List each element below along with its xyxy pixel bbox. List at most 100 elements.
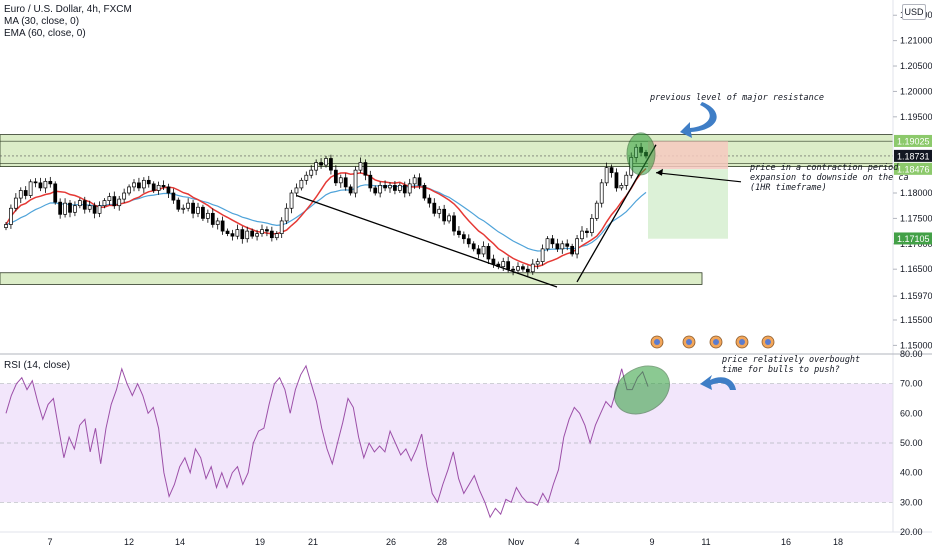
candle-up — [127, 186, 131, 194]
price-tick-label: 1.16500 — [900, 264, 932, 274]
ema-legend[interactable]: EMA (60, close, 0) — [4, 28, 86, 39]
rsi-title[interactable]: RSI (14, close) — [4, 360, 71, 371]
candle-down — [525, 268, 530, 273]
price-tick-label: 1.20500 — [900, 61, 932, 71]
rsi-tick-label: 60.00 — [900, 408, 923, 418]
ema-line — [5, 184, 647, 252]
candle-down — [550, 238, 555, 245]
time-tick-label: 9 — [649, 537, 654, 547]
take-profit-zone — [648, 169, 728, 239]
candle-up — [4, 224, 8, 228]
stop-loss-zone — [648, 141, 728, 170]
candle-down — [265, 229, 269, 232]
trend-drawings — [296, 102, 775, 415]
candle-up — [97, 205, 102, 214]
candle-down — [146, 179, 151, 185]
price-tag-box — [894, 162, 932, 175]
candle-up — [481, 245, 486, 255]
symbol-title[interactable]: Euro / U.S. Dollar, 4h, FXCM — [4, 4, 132, 15]
time-tick-label: 12 — [124, 537, 134, 547]
candle-up — [545, 238, 550, 250]
candle-down — [393, 185, 397, 191]
event-marker-core — [713, 339, 719, 345]
candle-up — [309, 169, 314, 176]
price-highlight-ellipse — [626, 132, 656, 176]
candle-up — [73, 205, 77, 213]
currency-button[interactable]: USD — [902, 4, 926, 20]
candle-down — [343, 177, 348, 188]
candle-up — [299, 179, 304, 189]
candle-down — [521, 266, 525, 270]
time-tick-label: 18 — [833, 537, 843, 547]
candle-up — [255, 233, 259, 237]
candle-down — [432, 202, 437, 214]
candle-up — [245, 230, 250, 240]
candle-down — [250, 230, 255, 237]
candle-up — [181, 207, 186, 210]
candle-down — [319, 162, 323, 166]
candle-down — [82, 200, 87, 210]
candle-down — [511, 268, 515, 271]
candle-up — [560, 243, 565, 250]
candle-up — [28, 181, 33, 196]
candle-down — [457, 230, 461, 236]
candle-down — [476, 248, 481, 255]
candle-up — [619, 185, 624, 189]
event-marker-core — [765, 339, 771, 345]
price-tick-label: 1.20000 — [900, 86, 932, 96]
price-tag-box — [894, 232, 932, 245]
time-tick-label: 26 — [386, 537, 396, 547]
candle-down — [466, 238, 471, 245]
time-tick-label: Nov — [508, 537, 525, 547]
candle-down — [166, 186, 171, 194]
candle-up — [215, 220, 220, 225]
time-tick-label: 14 — [175, 537, 185, 547]
candle-down — [38, 182, 43, 189]
candle-down — [402, 185, 407, 194]
price-tags: 1.19025 1.18731 1.18476 1.17105 — [894, 134, 932, 245]
candle-up — [260, 229, 264, 234]
candle-up — [580, 230, 584, 240]
candle-up — [599, 182, 604, 204]
candle-up — [388, 185, 392, 189]
candle-up — [304, 174, 309, 181]
candle-up — [43, 180, 48, 189]
candle-up — [107, 196, 112, 201]
candle-up — [575, 238, 579, 255]
candle-down — [33, 181, 38, 184]
candle-up — [589, 218, 594, 233]
candle-down — [614, 172, 619, 189]
candle-down — [333, 169, 338, 184]
candle-down — [383, 185, 387, 189]
candle-up — [540, 248, 545, 262]
candle-down — [92, 205, 97, 214]
candle-up — [378, 185, 383, 194]
candle-up — [624, 174, 629, 186]
resistance-zone — [0, 134, 894, 167]
candle-down — [565, 243, 570, 247]
price-tag-box — [894, 149, 932, 162]
candle-down — [329, 158, 333, 171]
time-tick-label: 28 — [437, 537, 447, 547]
ma-legend[interactable]: MA (30, close, 0) — [4, 16, 80, 27]
candle-up — [77, 200, 82, 207]
annotation-rsi-1: price relatively overbought — [722, 355, 861, 365]
candle-up — [205, 212, 210, 219]
candle-up — [9, 207, 13, 225]
candle-up — [87, 205, 92, 210]
price-tick-label: 1.19500 — [900, 112, 932, 122]
candle-up — [358, 162, 363, 171]
price-tick-label: 1.15970 — [900, 291, 932, 301]
rsi-tick-label: 20.00 — [900, 527, 923, 537]
descending-trendline — [296, 194, 558, 288]
candle-down — [348, 186, 353, 194]
candle-up — [289, 192, 294, 209]
annotation-resistance: previous level of major resistance — [650, 93, 824, 103]
candle-down — [53, 183, 58, 203]
candle-up — [594, 202, 599, 219]
candle-down — [269, 230, 274, 239]
support-zone — [0, 272, 703, 285]
candle-down — [201, 206, 205, 219]
candle-up — [294, 187, 299, 194]
main-legend: Euro / U.S. Dollar, 4h, FXCM MA (30, clo… — [4, 4, 132, 40]
